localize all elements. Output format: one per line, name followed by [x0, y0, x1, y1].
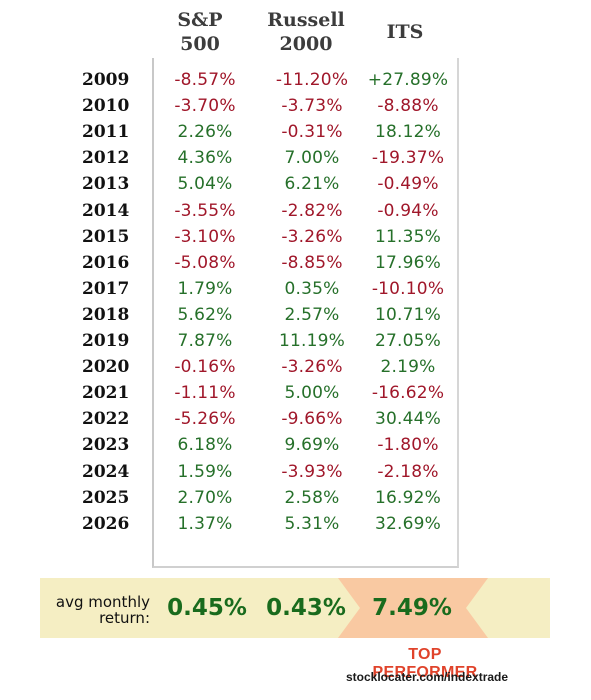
cell-russell2000-2013: 6.21%: [284, 174, 340, 194]
cell-sp500-2021: -1.11%: [174, 383, 236, 403]
year-label-2009: 2009: [82, 70, 130, 90]
cell-russell2000-2024: -3.93%: [281, 462, 343, 482]
cell-sp500-2023: 6.18%: [177, 435, 233, 455]
year-label-2021: 2021: [82, 383, 130, 403]
cell-russell2000-2026: 5.31%: [284, 514, 340, 534]
cell-russell2000-2017: 0.35%: [284, 279, 340, 299]
cell-its-2011: 18.12%: [374, 122, 442, 142]
cell-its-2010: -8.88%: [377, 96, 439, 116]
cell-sp500-2026: 1.37%: [177, 514, 233, 534]
year-label-2010: 2010: [82, 96, 130, 116]
column-header-russell2000: Russell 2000: [267, 9, 345, 55]
average-value-sp500: 0.45%: [167, 595, 247, 621]
column-header-sp500: S&P 500: [177, 9, 223, 55]
cell-russell2000-2010: -3.73%: [281, 96, 343, 116]
year-label-2018: 2018: [82, 305, 130, 325]
cell-its-2026: 32.69%: [374, 514, 442, 534]
cell-russell2000-2020: -3.26%: [281, 357, 343, 377]
cell-sp500-2015: -3.10%: [174, 227, 236, 247]
average-label: avg monthly return:: [55, 593, 150, 627]
cell-sp500-2024: 1.59%: [177, 462, 233, 482]
cell-its-2023: -1.80%: [377, 435, 439, 455]
cell-sp500-2012: 4.36%: [177, 148, 233, 168]
year-label-2020: 2020: [82, 357, 130, 377]
cell-its-2020: 2.19%: [380, 357, 436, 377]
year-label-2022: 2022: [82, 409, 130, 429]
cell-its-2017: -10.10%: [371, 279, 445, 299]
cell-russell2000-2014: -2.82%: [281, 201, 343, 221]
cell-sp500-2016: -5.08%: [174, 253, 236, 273]
cell-russell2000-2012: 7.00%: [284, 148, 340, 168]
year-label-2015: 2015: [82, 227, 130, 247]
cell-russell2000-2023: 9.69%: [284, 435, 340, 455]
cell-sp500-2011: 2.26%: [177, 122, 233, 142]
cell-russell2000-2009: -11.20%: [275, 70, 349, 90]
cell-russell2000-2021: 5.00%: [284, 383, 340, 403]
year-label-2014: 2014: [82, 201, 130, 221]
cell-its-2021: -16.62%: [371, 383, 445, 403]
cell-its-2014: -0.94%: [377, 201, 439, 221]
cell-its-2009: +27.89%: [367, 70, 449, 90]
year-label-2019: 2019: [82, 331, 130, 351]
column-header-its: ITS: [386, 21, 424, 43]
cell-its-2018: 10.71%: [374, 305, 442, 325]
table-panel: [152, 58, 459, 568]
average-value-its: 7.49%: [372, 595, 452, 621]
cell-its-2025: 16.92%: [374, 488, 442, 508]
cell-its-2016: 17.96%: [374, 253, 442, 273]
cell-russell2000-2018: 2.57%: [284, 305, 340, 325]
year-label-2023: 2023: [82, 435, 130, 455]
cell-russell2000-2011: -0.31%: [281, 122, 343, 142]
cell-sp500-2010: -3.70%: [174, 96, 236, 116]
top-performer-ribbon: [338, 578, 488, 638]
cell-its-2024: -2.18%: [377, 462, 439, 482]
cell-sp500-2019: 7.87%: [177, 331, 233, 351]
cell-russell2000-2019: 11.19%: [278, 331, 346, 351]
cell-sp500-2022: -5.26%: [174, 409, 236, 429]
cell-its-2015: 11.35%: [374, 227, 442, 247]
year-label-2017: 2017: [82, 279, 130, 299]
year-label-2024: 2024: [82, 462, 130, 482]
year-label-2012: 2012: [82, 148, 130, 168]
cell-its-2022: 30.44%: [374, 409, 442, 429]
top-performer-label: TOP PERFORMER: [372, 646, 478, 681]
year-label-2013: 2013: [82, 174, 130, 194]
cell-its-2012: -19.37%: [371, 148, 445, 168]
cell-its-2013: -0.49%: [377, 174, 439, 194]
cell-sp500-2009: -8.57%: [174, 70, 236, 90]
source-credit: stocklocater.com/indextrade: [346, 670, 509, 684]
cell-russell2000-2025: 2.58%: [284, 488, 340, 508]
cell-russell2000-2022: -9.66%: [281, 409, 343, 429]
cell-sp500-2013: 5.04%: [177, 174, 233, 194]
cell-its-2019: 27.05%: [374, 331, 442, 351]
year-label-2016: 2016: [82, 253, 130, 273]
cell-sp500-2018: 5.62%: [177, 305, 233, 325]
year-label-2025: 2025: [82, 488, 130, 508]
cell-sp500-2020: -0.16%: [174, 357, 236, 377]
cell-russell2000-2016: -8.85%: [281, 253, 343, 273]
cell-sp500-2025: 2.70%: [177, 488, 233, 508]
year-label-2011: 2011: [82, 122, 130, 142]
cell-sp500-2017: 1.79%: [177, 279, 233, 299]
year-label-2026: 2026: [82, 514, 130, 534]
cell-sp500-2014: -3.55%: [174, 201, 236, 221]
cell-russell2000-2015: -3.26%: [281, 227, 343, 247]
average-value-russell2000: 0.43%: [266, 595, 346, 621]
